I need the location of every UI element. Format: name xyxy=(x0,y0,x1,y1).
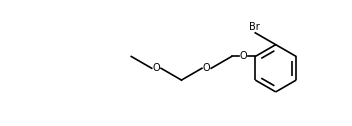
Text: Br: Br xyxy=(249,22,260,32)
Text: O: O xyxy=(152,63,160,73)
Text: O: O xyxy=(240,51,247,61)
Text: O: O xyxy=(203,63,210,73)
